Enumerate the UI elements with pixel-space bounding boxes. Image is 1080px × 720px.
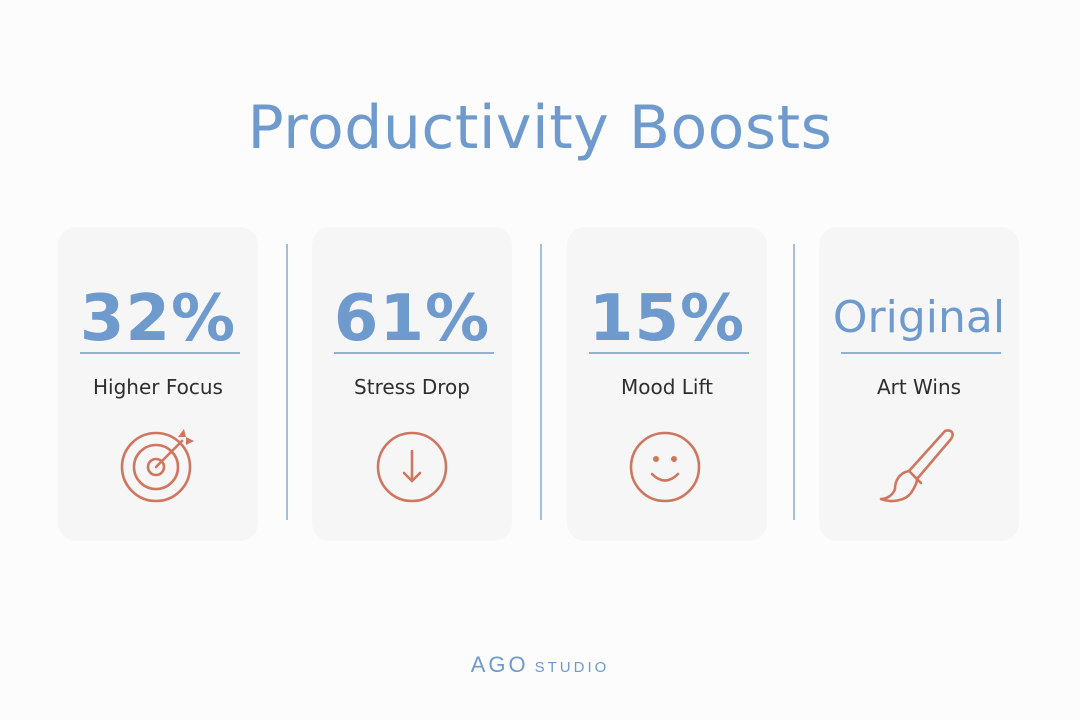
target-icon (120, 429, 194, 503)
stat-label: Art Wins (876, 375, 962, 399)
page-title: Productivity Boosts (247, 93, 833, 163)
card-rule (334, 352, 494, 354)
stat-label: Higher Focus (93, 375, 223, 399)
brand-subtitle: STUDIO (534, 659, 610, 676)
stat-label: Stress Drop (354, 375, 470, 399)
stat-value: 32% (79, 282, 237, 356)
stat-value: 15% (588, 282, 746, 356)
brand-wordmark: AGO (470, 652, 529, 677)
stat-value: Original (832, 292, 1006, 343)
card-rule (80, 352, 240, 354)
column-divider (286, 244, 288, 520)
stat-card-art-wins: Original Art Wins (819, 227, 1019, 541)
arrow-down-circle-icon (376, 431, 448, 503)
column-divider (540, 244, 542, 520)
stat-card-higher-focus: 32% Higher Focus (58, 227, 258, 541)
column-divider (793, 244, 795, 520)
brand-logo: AGO STUDIO (0, 652, 1080, 678)
smiley-face-icon (629, 431, 701, 503)
stat-card-stress-drop: 61% Stress Drop (312, 227, 512, 541)
stat-value: 61% (333, 282, 491, 356)
card-rule (841, 352, 1001, 354)
paintbrush-icon (879, 429, 954, 503)
card-rule (589, 352, 749, 354)
stat-label: Mood Lift (620, 375, 713, 399)
stat-card-mood-lift: 15% Mood Lift (567, 227, 767, 541)
